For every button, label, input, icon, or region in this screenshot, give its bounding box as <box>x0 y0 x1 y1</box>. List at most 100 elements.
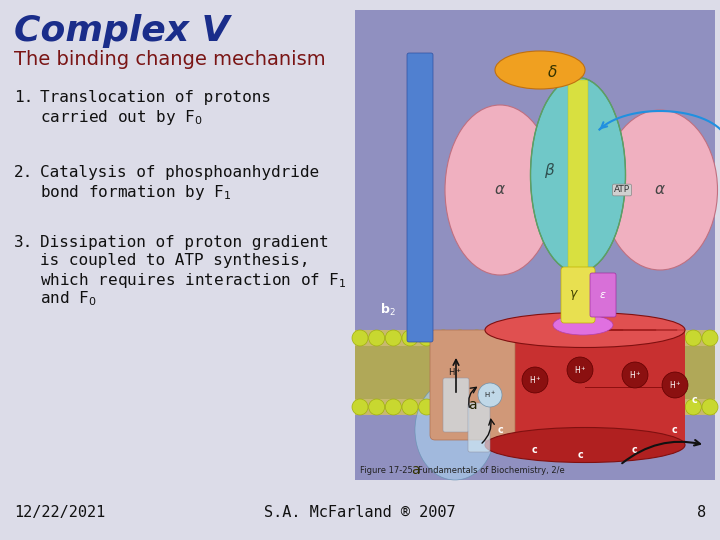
Circle shape <box>352 399 368 415</box>
Ellipse shape <box>415 380 495 480</box>
FancyBboxPatch shape <box>407 53 433 342</box>
Circle shape <box>618 330 634 346</box>
Circle shape <box>352 330 368 346</box>
Circle shape <box>418 330 435 346</box>
FancyBboxPatch shape <box>590 273 616 317</box>
Circle shape <box>536 330 552 346</box>
Circle shape <box>502 399 518 415</box>
Text: c: c <box>692 395 698 405</box>
Circle shape <box>685 330 701 346</box>
Text: H$^+$: H$^+$ <box>669 379 681 391</box>
Circle shape <box>522 367 548 393</box>
Text: c: c <box>672 425 678 435</box>
Text: Dissipation of proton gradient: Dissipation of proton gradient <box>40 235 329 250</box>
Circle shape <box>652 399 668 415</box>
Ellipse shape <box>485 313 685 348</box>
Circle shape <box>618 399 634 415</box>
Circle shape <box>702 330 718 346</box>
Ellipse shape <box>445 105 555 275</box>
Text: The binding change mechanism: The binding change mechanism <box>14 50 325 69</box>
Circle shape <box>602 399 618 415</box>
Text: $\beta$: $\beta$ <box>544 160 556 179</box>
Circle shape <box>436 399 451 415</box>
Circle shape <box>662 372 688 398</box>
Bar <box>485 330 685 445</box>
Circle shape <box>485 330 501 346</box>
Circle shape <box>669 399 685 415</box>
Circle shape <box>469 399 485 415</box>
Circle shape <box>385 330 401 346</box>
Circle shape <box>702 399 718 415</box>
Text: S.A. McFarland ® 2007: S.A. McFarland ® 2007 <box>264 505 456 520</box>
Bar <box>355 330 715 415</box>
Text: Complex V: Complex V <box>14 14 230 48</box>
Text: c: c <box>577 450 583 460</box>
Circle shape <box>485 399 501 415</box>
Text: which requires interaction of F$_1$: which requires interaction of F$_1$ <box>40 271 347 290</box>
Circle shape <box>585 399 601 415</box>
Text: bond formation by F$_1$: bond formation by F$_1$ <box>40 183 231 202</box>
Circle shape <box>552 330 568 346</box>
Circle shape <box>502 330 518 346</box>
Text: c: c <box>497 425 503 435</box>
Circle shape <box>402 330 418 346</box>
Text: $\gamma$: $\gamma$ <box>569 288 579 302</box>
Text: 8: 8 <box>697 505 706 520</box>
Text: H$^+$: H$^+$ <box>574 364 586 376</box>
Ellipse shape <box>531 78 626 273</box>
Text: c: c <box>532 445 538 455</box>
Text: ATP: ATP <box>614 186 630 194</box>
Text: 12/22/2021: 12/22/2021 <box>14 505 105 520</box>
Text: c: c <box>632 445 638 455</box>
Circle shape <box>418 399 435 415</box>
Ellipse shape <box>603 110 718 270</box>
Circle shape <box>478 383 502 407</box>
Text: 2.: 2. <box>14 165 33 180</box>
Ellipse shape <box>485 428 685 462</box>
Circle shape <box>567 357 593 383</box>
Circle shape <box>369 330 384 346</box>
Circle shape <box>452 399 468 415</box>
Circle shape <box>569 399 585 415</box>
Ellipse shape <box>495 51 585 89</box>
Ellipse shape <box>553 315 613 335</box>
Circle shape <box>652 330 668 346</box>
Text: H$^+$: H$^+$ <box>528 374 541 386</box>
Text: $\varepsilon$: $\varepsilon$ <box>599 290 607 300</box>
FancyBboxPatch shape <box>443 378 469 432</box>
Circle shape <box>569 330 585 346</box>
Text: $\alpha$: $\alpha$ <box>654 183 666 198</box>
Circle shape <box>469 330 485 346</box>
Bar <box>355 346 715 399</box>
Text: Figure 17-25  Fundamentals of Biochemistry, 2/e: Figure 17-25 Fundamentals of Biochemistr… <box>360 466 564 475</box>
Circle shape <box>385 399 401 415</box>
Text: H$^+$: H$^+$ <box>629 369 642 381</box>
Circle shape <box>402 399 418 415</box>
Circle shape <box>635 399 652 415</box>
Circle shape <box>685 399 701 415</box>
Text: Catalysis of phosphoanhydride: Catalysis of phosphoanhydride <box>40 165 319 180</box>
Circle shape <box>518 330 535 346</box>
FancyBboxPatch shape <box>468 403 490 452</box>
Circle shape <box>622 362 648 388</box>
Circle shape <box>518 399 535 415</box>
Text: 1.: 1. <box>14 90 33 105</box>
Bar <box>355 10 715 480</box>
Text: is coupled to ATP synthesis,: is coupled to ATP synthesis, <box>40 253 310 268</box>
Circle shape <box>602 330 618 346</box>
Text: $\alpha$: $\alpha$ <box>494 183 506 198</box>
Text: carried out by F$_0$: carried out by F$_0$ <box>40 108 202 127</box>
Circle shape <box>436 330 451 346</box>
Text: a: a <box>468 398 477 412</box>
Text: a: a <box>410 463 419 477</box>
Circle shape <box>536 399 552 415</box>
Text: Translocation of protons: Translocation of protons <box>40 90 271 105</box>
Text: and F$_0$: and F$_0$ <box>40 289 96 308</box>
Circle shape <box>669 330 685 346</box>
Text: $\delta$: $\delta$ <box>546 64 557 80</box>
FancyBboxPatch shape <box>561 267 595 323</box>
Bar <box>568 80 588 275</box>
Text: H$^+$: H$^+$ <box>484 390 496 400</box>
Circle shape <box>369 399 384 415</box>
Circle shape <box>452 330 468 346</box>
